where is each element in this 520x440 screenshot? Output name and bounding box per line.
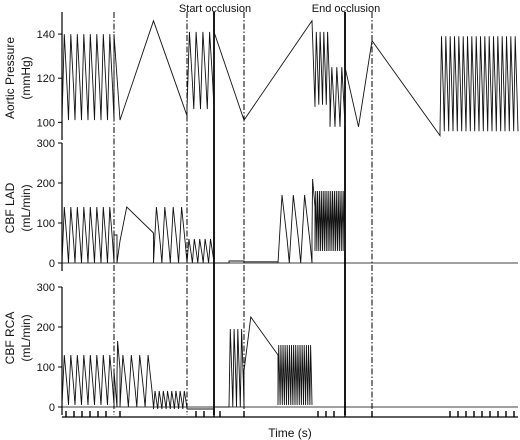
start-occlusion-label: Start occlusion — [179, 3, 251, 15]
time-axis — [62, 411, 518, 418]
x-axis-label: Time (s) — [268, 426, 312, 440]
y-tick-label: 100 — [37, 362, 55, 374]
y-tick-label: 200 — [37, 322, 55, 334]
y-tick-label: 300 — [37, 138, 55, 150]
signal-trace — [61, 19, 519, 138]
y-tick-label: 100 — [37, 117, 55, 129]
cbf-lad-panel: CBF LAD (mL/min) 0 100 200 300 — [3, 138, 518, 271]
signal-trace — [61, 315, 313, 410]
y-tick-label: 0 — [49, 402, 55, 414]
y-tick-label: 100 — [37, 218, 55, 230]
aortic-pressure-panel: Aortic Pressure (mmHg) 100 120 140 — [3, 12, 519, 140]
y-tick-label: 200 — [37, 178, 55, 190]
end-occlusion-label: End occlusion — [312, 3, 381, 15]
aortic-pressure-ylabel-line2: (mmHg) — [19, 56, 33, 99]
aortic-pressure-ylabel-line1: Aortic Pressure — [3, 37, 17, 119]
cbf-lad-ylabel-line2: (mL/min) — [19, 184, 33, 231]
cbf-rca-ylabel-line2: (mL/min) — [19, 314, 33, 361]
signal-trace — [61, 178, 346, 264]
cbf-rca-panel: CBF RCA (mL/min) 0 100 200 300 — [3, 282, 518, 415]
cbf-rca-ylabel-line1: CBF RCA — [3, 312, 17, 365]
y-tick-label: 120 — [37, 73, 55, 85]
y-tick-label: 300 — [37, 282, 55, 294]
y-tick-label: 140 — [37, 29, 55, 41]
y-tick-label: 0 — [49, 258, 55, 270]
cbf-lad-ylabel-line1: CBF LAD — [3, 182, 17, 233]
